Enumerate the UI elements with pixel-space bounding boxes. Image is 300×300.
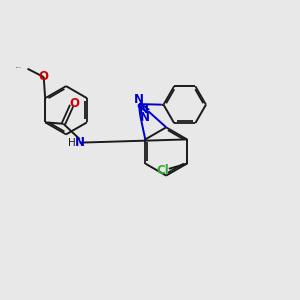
Text: methoxy: methoxy xyxy=(16,67,22,68)
Text: O: O xyxy=(69,97,79,110)
Text: N: N xyxy=(140,111,149,124)
Text: N: N xyxy=(75,136,85,149)
Text: N: N xyxy=(134,93,144,106)
Text: H: H xyxy=(68,138,75,148)
Text: Cl: Cl xyxy=(156,164,169,177)
Text: N: N xyxy=(139,103,149,116)
Text: O: O xyxy=(39,70,49,83)
